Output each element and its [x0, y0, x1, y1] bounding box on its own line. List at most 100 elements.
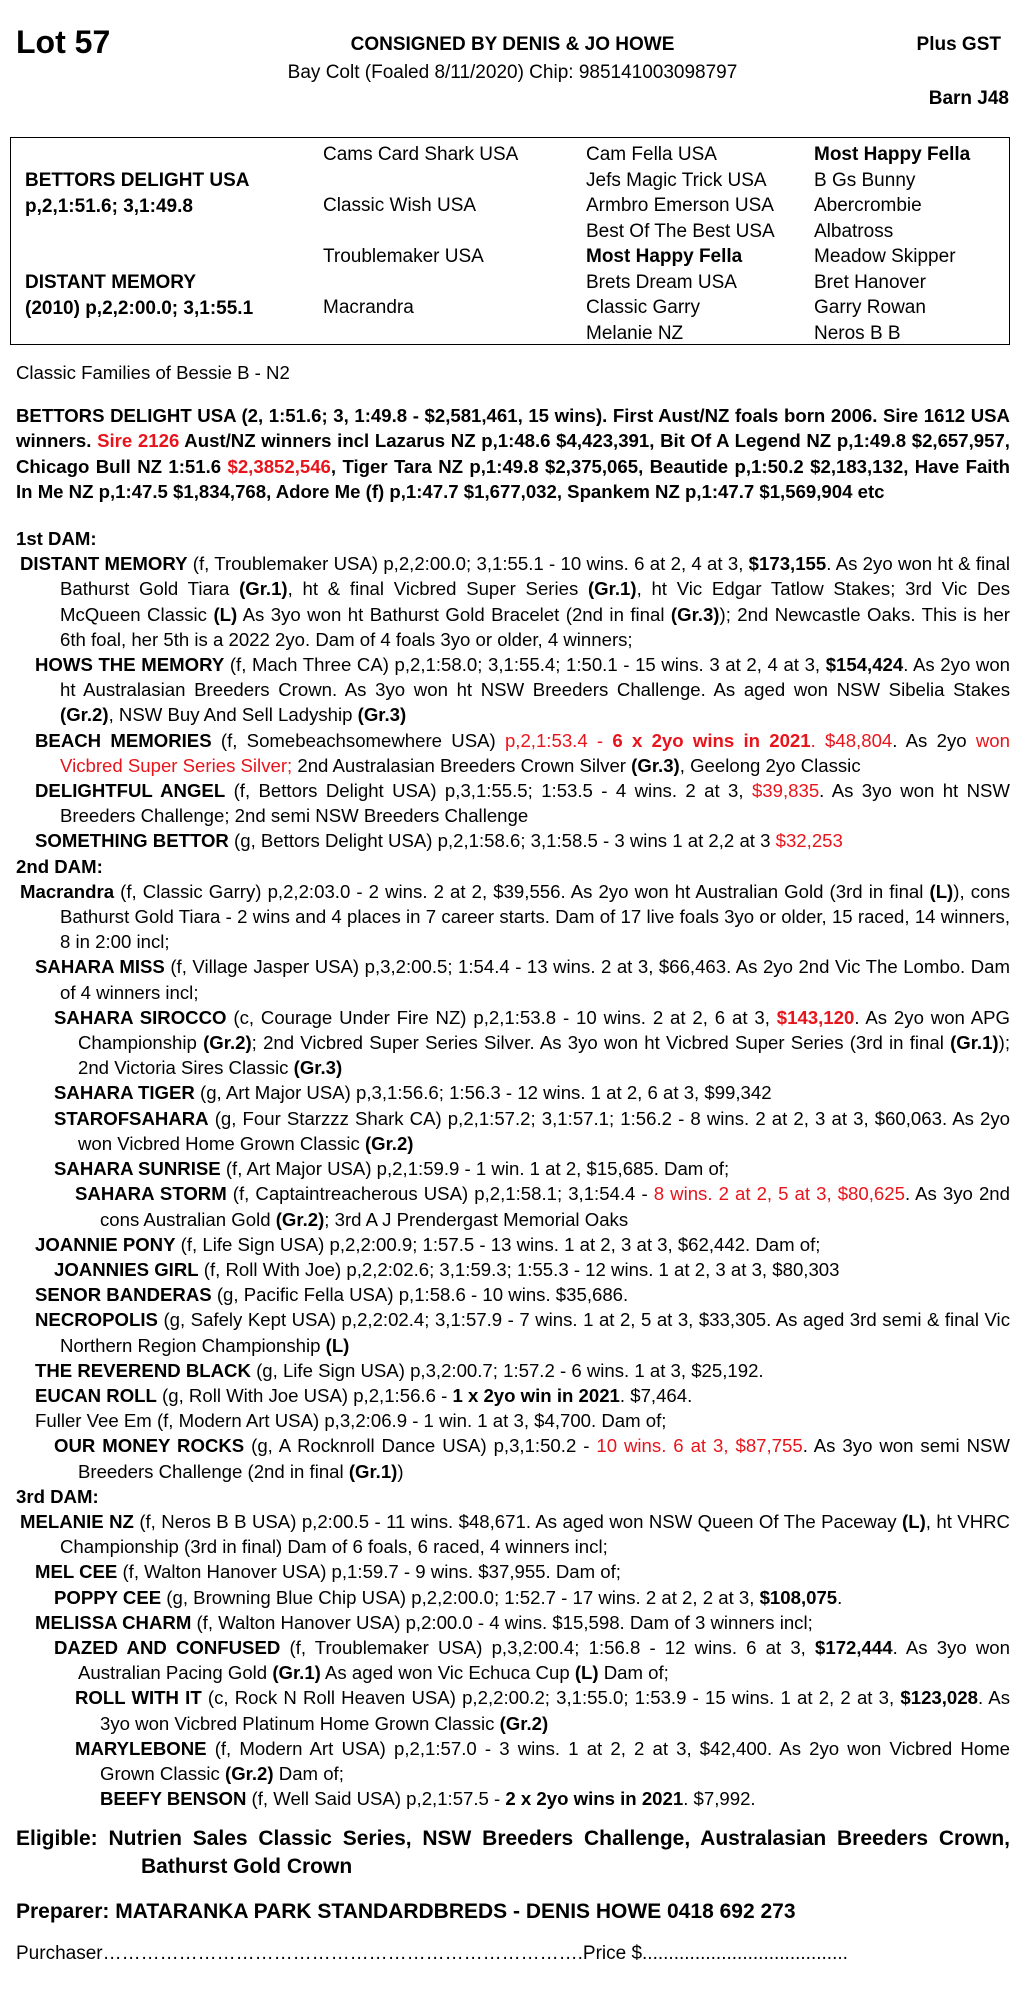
text-run: (Gr.3): [293, 1057, 343, 1079]
text-run: $123,028: [900, 1687, 978, 1709]
text-run: (Gr.1): [272, 1662, 321, 1684]
pedigree-ancestor: Best Of The Best USA: [586, 220, 775, 242]
pedigree-ancestor: Bret Hanover: [814, 271, 926, 293]
text-run: (g, Four Starzzz Shark CA) p,2,1:57.2; 3…: [78, 1107, 1010, 1154]
text-run: (Gr.1): [348, 1460, 398, 1482]
text-run: ); 2nd Newcastle Oaks. This is her 6th f…: [60, 603, 1010, 650]
dam-sections: 1st DAM: DISTANT MEMORY (f, Troublemaker …: [16, 526, 1010, 1811]
text-run: (Gr.1): [587, 578, 637, 600]
gst-note: Plus GST: [916, 34, 1001, 55]
text-run: (g, Roll With Joe USA) p,2,1:56.6 -: [156, 1384, 453, 1406]
text-run: , ht VHRC Championship (3rd in final) Da…: [60, 1510, 1010, 1558]
text-run: (f, Troublemaker USA) p,3,2:00.4; 1:56.8…: [280, 1636, 816, 1658]
text-run: (Gr.3): [631, 754, 680, 776]
pedigree-entry: EUCAN ROLL (g, Roll With Joe USA) p,2,1:…: [16, 1383, 1010, 1408]
text-run: . As 3yo won ht NSW Breeders Challenge; …: [60, 780, 1010, 827]
pedigree-ancestor: Abercrombie: [814, 195, 922, 216]
pedigree-grandsire: Cams Card Shark USA: [323, 144, 519, 165]
text-run: (f, Village Jasper USA) p,3,2:00.5; 1:54…: [60, 956, 1010, 1003]
pedigree-ancestor: Jefs Magic Trick USA: [586, 169, 767, 191]
family-line: Classic Families of Bessie B - N2: [16, 362, 290, 383]
text-run: (L): [574, 1662, 599, 1684]
pedigree-entry: JOANNIE PONY (f, Life Sign USA) p,2,2:00…: [16, 1232, 1010, 1257]
text-run: 10 wins. 6 at 3, $87,755: [596, 1435, 803, 1457]
text-run: (f, Bettors Delight USA) p,3,1:55.5; 1:5…: [225, 780, 752, 802]
purchaser-label: Purchaser: [16, 1942, 103, 1964]
text-run: .: [837, 1586, 843, 1608]
text-run: SOMETHING BETTOR: [35, 830, 229, 852]
text-run: (f, Modern Art USA) p,2,1:57.0 - 3 wins.…: [100, 1737, 1010, 1784]
text-run: $173,155: [748, 553, 827, 575]
pedigree-grandsire: Classic Wish USA: [323, 195, 477, 216]
pedigree-ancestor: Brets Dream USA: [586, 271, 737, 293]
pedigree-grandsire: Macrandra: [323, 297, 414, 318]
text-run: (f, Roll With Joe) p,2,2:02.6; 3,1:59.3;…: [198, 1258, 840, 1280]
pedigree-entry: STAROFSAHARA (g, Four Starzzz Shark CA) …: [16, 1106, 1010, 1156]
text-run: (g, Safely Kept USA) p,2,2:02.4; 3,1:57.…: [60, 1309, 1010, 1356]
text-run: p,2,1:53.4 -: [504, 729, 613, 751]
text-run: Fuller Vee Em (f, Modern Art USA) p,3,2:…: [35, 1410, 667, 1432]
text-run: Sire 2126: [97, 430, 180, 452]
text-run: (c, Rock N Roll Heaven USA) p,2,2:00.2; …: [201, 1687, 901, 1709]
text-run: MEL CEE: [35, 1561, 118, 1583]
text-run: (f, Somebeachsomewhere USA): [211, 729, 505, 751]
catalogue-body: Classic Families of Bessie B - N2 BETTOR…: [16, 360, 1010, 1966]
text-run: 2 x 2yo wins in 2021: [505, 1788, 684, 1810]
text-run: 1 x 2yo win in 2021: [452, 1384, 620, 1406]
text-run: MARYLEBONE: [75, 1737, 207, 1759]
pedigree-ancestor: Classic Garry: [586, 297, 701, 318]
text-run: (L): [325, 1334, 350, 1356]
pedigree-entry: OUR MONEY ROCKS (g, A Rocknroll Dance US…: [16, 1433, 1010, 1483]
text-run: . As 3yo won Australian Pacing Gold: [78, 1636, 1010, 1684]
purchaser-dots: ………………………………………………………………….: [102, 1942, 583, 1964]
text-run: OUR MONEY ROCKS: [54, 1435, 245, 1457]
text-run: SAHARA STORM: [75, 1183, 227, 1205]
pedigree-entry: DELIGHTFUL ANGEL (f, Bettors Delight USA…: [16, 778, 1010, 828]
text-run: 6 x 2yo wins in 2021: [612, 729, 811, 751]
text-run: (Gr.3): [670, 603, 720, 625]
text-run: ROLL WITH IT: [75, 1687, 202, 1709]
text-run: ): [397, 1460, 404, 1482]
text-run: (f, Mach Three CA) p,2,1:58.0; 3,1:55.4;…: [224, 654, 826, 676]
pedigree-ancestor: Garry Rowan: [814, 297, 926, 318]
sire-summary: BETTORS DELIGHT USA (2, 1:51.6; 3, 1:49.…: [16, 403, 1010, 504]
pedigree-entry: DAZED AND CONFUSED (f, Troublemaker USA)…: [16, 1635, 1010, 1685]
text-run: $39,835: [751, 780, 820, 802]
pedigree-entry: THE REVEREND BLACK (g, Life Sign USA) p,…: [16, 1358, 1010, 1383]
text-run: . As 3yo won semi NSW Breeders Challenge…: [78, 1435, 1010, 1482]
text-run: Macrandra: [20, 880, 115, 902]
text-run: , NSW Buy And Sell Ladyship: [108, 704, 358, 726]
text-run: , ht & final Vicbred Super Series: [287, 578, 588, 600]
text-run: $2,3852,546: [227, 455, 331, 477]
text-run: (L): [929, 880, 954, 902]
text-run: . As 2yo: [892, 729, 976, 751]
text-run: 2nd Australasian Breeders Crown Silver: [292, 754, 632, 776]
section-title: 1st DAM:: [16, 528, 97, 550]
text-run: (f, Life Sign USA) p,2,2:00.9; 1:57.5 - …: [175, 1233, 821, 1255]
pedigree-entry: DISTANT MEMORY (f, Troublemaker USA) p,2…: [16, 551, 1010, 652]
pedigree-entry: MARYLEBONE (f, Modern Art USA) p,2,1:57.…: [16, 1736, 1010, 1786]
text-run: . As 3yo 2nd cons Australian Gold: [100, 1183, 1010, 1230]
pedigree-table: BETTORS DELIGHT USA p,2,1:51.6; 3,1:49.8…: [10, 137, 1010, 345]
text-run: (Gr.2): [499, 1712, 549, 1734]
text-run: SAHARA SIROCCO: [54, 1006, 227, 1028]
pedigree-entry: JOANNIES GIRL (f, Roll With Joe) p,2,2:0…: [16, 1257, 1010, 1282]
text-run: (g, Pacific Fella USA) p,1:58.6 - 10 win…: [211, 1284, 629, 1306]
section-title: 2nd DAM:: [16, 855, 103, 877]
lot-number: Lot 57: [16, 24, 111, 60]
text-run: (g, Bettors Delight USA) p,2,1:58.6; 3,1…: [228, 830, 776, 852]
text-run: ); 2nd Victoria Sires Classic: [78, 1032, 1010, 1079]
pedigree-ancestor: Albatross: [814, 220, 894, 242]
text-run: , ht Vic Edgar Tatlow Stakes; 3rd Vic De…: [60, 578, 1011, 625]
text-run: (f, Well Said USA) p,2,1:57.5 -: [246, 1788, 506, 1810]
pedigree-entry: SOMETHING BETTOR (g, Bettors Delight USA…: [16, 828, 1010, 853]
text-run: (L): [213, 603, 238, 625]
purchase-line: Purchaser………………………………………………………………….Price…: [16, 1941, 1010, 1966]
text-run: ; 2nd Vicbred Super Series Silver. As 3y…: [251, 1032, 951, 1054]
text-run: . $7,464.: [619, 1384, 693, 1406]
text-run: JOANNIE PONY: [35, 1233, 176, 1255]
text-run: Dam of;: [598, 1662, 669, 1684]
lot-header: Lot 57 CONSIGNED BY DENIS & JO HOWE Plus…: [0, 0, 1025, 140]
text-run: $172,444: [815, 1636, 893, 1658]
text-run: . $48,804: [810, 729, 893, 751]
